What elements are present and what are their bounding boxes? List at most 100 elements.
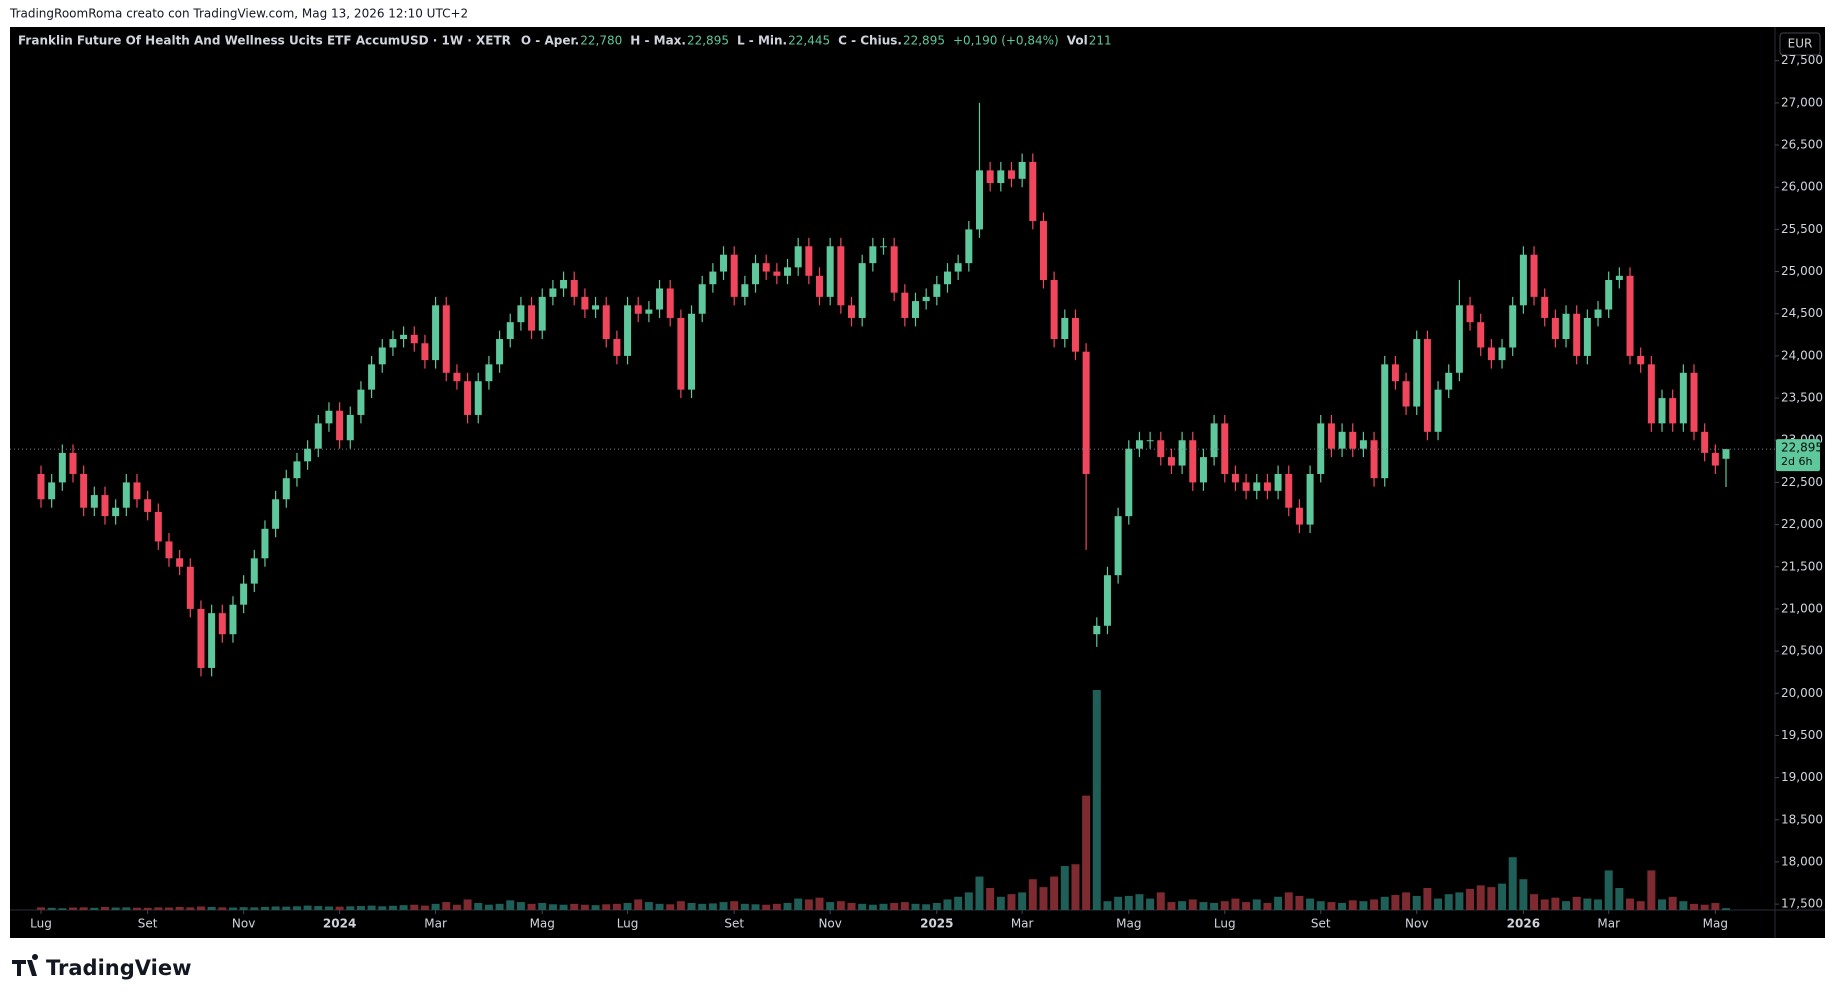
volume-bar <box>260 906 269 910</box>
volume-bar <box>218 907 227 910</box>
candle-body <box>1423 339 1431 432</box>
volume-bar <box>154 907 163 910</box>
candle-body <box>1306 473 1314 525</box>
volume-bar <box>143 907 152 910</box>
volume-bar <box>271 906 280 910</box>
countdown: 2d 6h <box>1781 455 1812 468</box>
volume-bar <box>90 907 99 910</box>
candle-body <box>112 507 120 517</box>
candle-body <box>218 613 226 635</box>
candle-body <box>1658 398 1666 424</box>
x-tick-label: Lug <box>30 917 52 931</box>
volume-bar <box>1423 888 1432 910</box>
volume-bar <box>228 907 237 910</box>
volume-bar <box>1295 895 1304 910</box>
candle-body <box>58 452 66 483</box>
candle-body <box>848 305 856 318</box>
volume-bar <box>900 902 909 910</box>
volume-bar <box>890 902 899 910</box>
candle-body <box>378 347 386 365</box>
volume-bar <box>378 906 387 910</box>
volume-bar <box>1519 879 1528 910</box>
volume-bar <box>687 902 696 910</box>
candle-body <box>677 317 685 390</box>
volume-bar <box>580 904 589 910</box>
candle-body <box>805 246 813 276</box>
y-tick-label: 22,000 <box>1781 517 1823 531</box>
volume-bar <box>612 903 621 910</box>
candle-body <box>261 528 269 559</box>
currency-box[interactable] <box>1779 32 1821 56</box>
candle-body <box>1647 364 1655 424</box>
volume-bar <box>751 904 760 910</box>
volume-bar <box>1530 894 1539 910</box>
volume-bar <box>740 903 749 910</box>
candle-body <box>688 313 696 390</box>
volume-bar <box>516 902 525 910</box>
candle-body <box>645 309 653 314</box>
candle-body <box>1167 457 1175 466</box>
candle-body <box>400 334 408 340</box>
candle-body <box>1359 440 1367 449</box>
candle-body <box>1285 473 1293 508</box>
candle-body <box>1221 423 1229 474</box>
candle-body <box>560 280 568 289</box>
candle-body <box>1189 440 1197 483</box>
x-tick-label: Mag <box>1116 917 1141 931</box>
y-tick-label: 21,500 <box>1781 559 1823 573</box>
x-tick-label: Lug <box>617 917 639 931</box>
candle-body <box>1562 313 1570 340</box>
volume-bar <box>1092 690 1101 910</box>
candle-body <box>325 410 333 424</box>
volume-bar <box>474 902 483 910</box>
x-tick-label: Set <box>138 917 158 931</box>
candle-body <box>538 296 546 331</box>
candle-body <box>421 343 429 361</box>
volume-bar <box>730 901 739 910</box>
legend-symbol: Franklin Future Of Health And Wellness U… <box>18 34 511 48</box>
candle-body <box>1455 305 1463 373</box>
volume-bar <box>783 902 792 910</box>
x-tick-label: Set <box>724 917 744 931</box>
candle-body <box>858 263 866 318</box>
volume-bar <box>506 900 515 910</box>
volume-bar <box>1156 892 1165 910</box>
candle-body <box>1039 220 1047 281</box>
candle-body <box>208 613 216 668</box>
volume-bar <box>943 899 952 910</box>
candle-body <box>1263 482 1271 491</box>
x-tick-label: Lug <box>1214 917 1236 931</box>
candle-body <box>368 364 376 390</box>
volume-bar <box>335 906 344 910</box>
volume-bar <box>1348 900 1357 910</box>
last-price-label: 22,895 <box>1781 441 1823 455</box>
x-tick-label: Mag <box>1703 917 1728 931</box>
candle-body <box>1317 423 1325 474</box>
y-tick-label: 19,000 <box>1781 770 1823 784</box>
volume-bar <box>847 902 856 910</box>
volume-bar <box>1647 870 1656 910</box>
candle-body <box>1498 347 1506 361</box>
volume-bar <box>932 902 941 910</box>
volume-bar <box>975 876 984 910</box>
candle-body <box>1231 473 1239 483</box>
candle-body <box>144 499 152 512</box>
candle-body <box>1210 423 1218 458</box>
legend-vol-label: Vol <box>1067 34 1088 48</box>
candle-body <box>1071 317 1079 352</box>
candle-body <box>1583 317 1591 356</box>
volume-bar <box>1722 908 1730 910</box>
volume-bar <box>68 907 77 910</box>
volume-bar <box>964 892 973 910</box>
y-tick-label: 25,500 <box>1781 222 1823 236</box>
volume-bar <box>1487 887 1496 910</box>
volume-bar <box>1060 866 1069 910</box>
candle-body <box>549 288 557 297</box>
x-tick-label: Mar <box>424 917 447 931</box>
y-tick-label: 24,500 <box>1781 306 1823 320</box>
candle-body <box>943 271 951 285</box>
candle-body <box>165 541 173 559</box>
candle-body <box>709 271 717 285</box>
volume-bar <box>47 907 56 910</box>
